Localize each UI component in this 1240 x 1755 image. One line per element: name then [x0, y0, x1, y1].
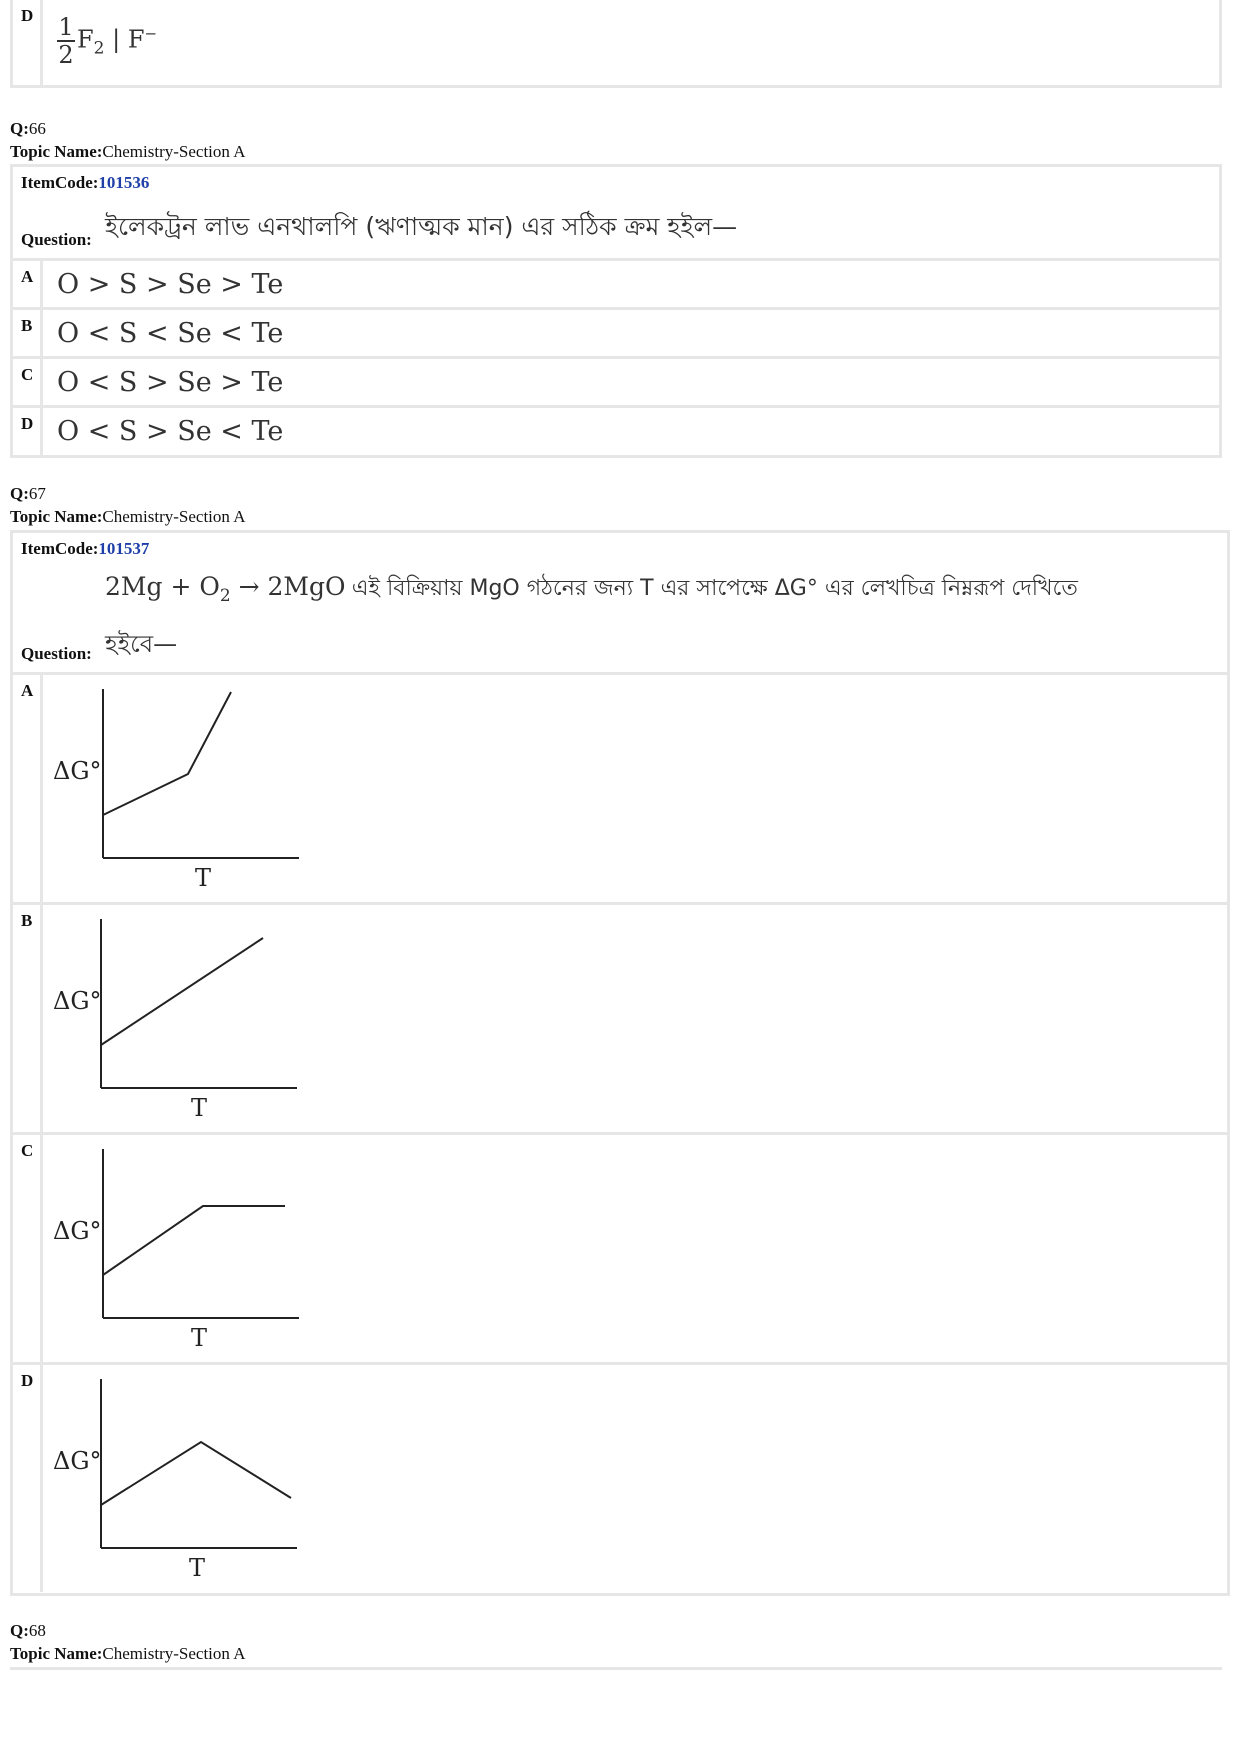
- formula-rest: | F: [104, 25, 145, 54]
- option-text: O < S > Se > Te: [57, 367, 284, 398]
- q66-option-b[interactable]: B O < S < Se < Te: [13, 307, 1219, 356]
- option-graph: ΔG° T: [43, 905, 1227, 1132]
- option-text: O < S < Se < Te: [57, 318, 284, 349]
- x-axis-label: T: [191, 1324, 207, 1352]
- y-axis-label: ΔG°: [53, 987, 102, 1015]
- q67-option-b[interactable]: B ΔG° T: [13, 902, 1227, 1132]
- q-number: 66: [28, 119, 46, 138]
- q66-option-a[interactable]: A O > S > Se > Te: [13, 258, 1219, 307]
- prev-option-d[interactable]: D 1 2 F2 | F−: [13, 0, 1219, 85]
- graph-c: ΔG° T: [53, 1149, 299, 1352]
- itemcode-value: 101537: [98, 539, 150, 558]
- option-graph: ΔG° T: [43, 1365, 1227, 1592]
- q67-option-d[interactable]: D ΔG° T: [13, 1362, 1227, 1592]
- q-label: Q:: [10, 484, 29, 503]
- option-letter: C: [13, 1135, 43, 1362]
- equation-left: 2Mg + O: [105, 572, 220, 601]
- q66-option-d[interactable]: D O < S > Se < Te: [13, 405, 1219, 455]
- option-letter: C: [13, 359, 43, 405]
- formula-superscript: −: [144, 24, 158, 43]
- curve-line: [102, 1205, 285, 1276]
- x-axis-label: T: [195, 864, 211, 892]
- topic-label: Topic Name:: [10, 142, 103, 161]
- option-text: O > S > Se > Te: [57, 269, 284, 300]
- q66-table: ItemCode:101536 ইলেকট্রন লাভ এনথালপি (ঋণ…: [10, 164, 1222, 458]
- option-letter: D: [13, 408, 43, 455]
- graph-a: ΔG° T: [53, 689, 299, 892]
- q67-table: ItemCode:101537 2Mg + O2 → 2MgO এই বিক্র…: [10, 530, 1230, 1596]
- topic-name: Chemistry-Section A: [102, 142, 246, 161]
- option-letter: A: [13, 675, 43, 902]
- x-axis-label: T: [189, 1554, 205, 1582]
- q67-option-a[interactable]: A ΔG° T: [13, 672, 1227, 902]
- q68-table-top-border: [10, 1667, 1222, 1670]
- option-graph: ΔG° T: [43, 675, 1227, 902]
- question-label: Question:: [21, 230, 92, 249]
- curve-line: [102, 691, 232, 816]
- topic-name: Chemistry-Section A: [102, 507, 246, 526]
- y-axis-label: ΔG°: [53, 757, 102, 785]
- question-label: Question:: [21, 644, 92, 663]
- q-number: 68: [28, 1621, 46, 1640]
- topic-label: Topic Name:: [10, 507, 103, 526]
- q67-question-row: ItemCode:101537 2Mg + O2 → 2MgO এই বিক্র…: [13, 533, 1227, 672]
- fraction-numerator: 1: [58, 13, 74, 41]
- fraction-denominator: 2: [58, 41, 74, 69]
- graph-d: ΔG° T: [53, 1379, 297, 1582]
- q-number: 67: [28, 484, 46, 503]
- itemcode: ItemCode:101536: [21, 173, 150, 192]
- q66-question-row: ItemCode:101536 ইলেকট্রন লাভ এনথালপি (ঋণ…: [13, 167, 1219, 258]
- curve-line: [100, 937, 264, 1046]
- topic-label: Topic Name:: [10, 1644, 103, 1663]
- q67-option-c[interactable]: C ΔG° T: [13, 1132, 1227, 1362]
- itemcode-value: 101536: [98, 173, 150, 192]
- question-text-2: হইবে—: [105, 630, 178, 658]
- q66-meta: Q:66 Topic Name:Chemistry-Section A: [10, 117, 245, 163]
- prev-question-options: D 1 2 F2 | F−: [10, 0, 1222, 88]
- q67-meta: Q:67 Topic Name:Chemistry-Section A: [10, 482, 245, 528]
- q-label: Q:: [10, 119, 29, 138]
- option-text: O < S > Se < Te: [57, 416, 284, 447]
- topic-name: Chemistry-Section A: [102, 1644, 246, 1663]
- option-letter: B: [13, 905, 43, 1132]
- graph-b: ΔG° T: [53, 919, 297, 1122]
- y-axis-label: ΔG°: [53, 1217, 102, 1245]
- formula-species: F: [77, 25, 94, 54]
- option-letter: A: [13, 261, 43, 307]
- q-label: Q:: [10, 1621, 29, 1640]
- option-letter: B: [13, 310, 43, 356]
- prev-option-d-formula: 1 2 F2 | F−: [43, 0, 1219, 85]
- question-text: ইলেকট্রন লাভ এনথালপি (ঋণাত্মক মান) এর সঠ…: [105, 212, 738, 241]
- formula-subscript: 2: [93, 38, 105, 59]
- equation-right: → 2MgO: [230, 572, 346, 601]
- curve-line: [100, 1440, 292, 1506]
- q66-option-c[interactable]: C O < S > Se > Te: [13, 356, 1219, 405]
- x-axis-label: T: [191, 1094, 207, 1122]
- q68-meta: Q:68 Topic Name:Chemistry-Section A: [10, 1619, 245, 1665]
- option-graph: ΔG° T: [43, 1135, 1227, 1362]
- equation-subscript: 2: [219, 586, 231, 606]
- question-text-1: এই বিক্রিয়ায় MgO গঠনের জন্য T এর সাপেক…: [351, 576, 1078, 601]
- option-letter: D: [13, 0, 43, 85]
- option-letter: D: [13, 1365, 43, 1592]
- itemcode: ItemCode:101537: [21, 539, 150, 558]
- y-axis-label: ΔG°: [53, 1447, 102, 1475]
- question-line-1: 2Mg + O2 → 2MgO এই বিক্রিয়ায় MgO গঠনের…: [105, 571, 1078, 608]
